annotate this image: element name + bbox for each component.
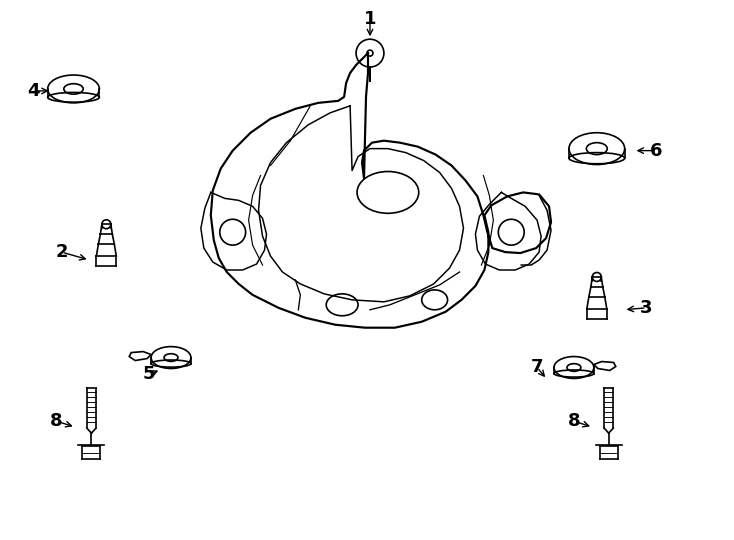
Text: 5: 5 <box>143 366 156 383</box>
Text: 8: 8 <box>567 412 581 430</box>
Text: 8: 8 <box>51 412 63 430</box>
Text: 1: 1 <box>364 10 377 28</box>
Text: 3: 3 <box>640 299 653 317</box>
Text: 6: 6 <box>650 141 663 160</box>
Text: 7: 7 <box>531 359 543 376</box>
Text: 2: 2 <box>55 243 68 261</box>
Text: 4: 4 <box>27 82 40 100</box>
